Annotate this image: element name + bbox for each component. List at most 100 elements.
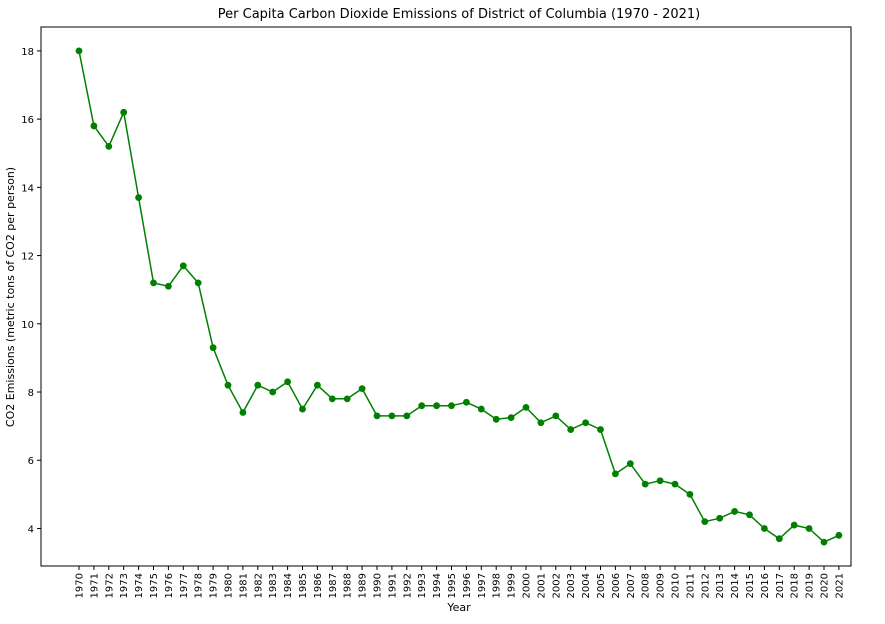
x-tick-label: 1980 [224,573,235,598]
x-tick-label: 2012 [700,573,711,598]
data-point [165,282,172,290]
x-tick-label: 1977 [179,573,190,598]
x-tick-label: 1979 [209,573,220,598]
data-point [179,262,187,270]
x-tick-label: 2011 [685,573,696,598]
x-tick-label: 2006 [611,573,622,598]
x-tick-label: 1972 [104,573,115,598]
x-tick-label: 1982 [253,573,264,598]
x-tick-label: 1976 [164,573,175,598]
x-tick-label: 1999 [507,573,518,598]
y-tick-label: 14 [21,183,34,194]
data-point [284,378,291,386]
x-tick-label: 2008 [641,573,652,598]
x-tick-label: 2020 [820,573,831,598]
y-tick-label: 10 [21,320,34,331]
x-tick-label: 2017 [775,573,786,598]
data-point [775,535,783,543]
y-axis-label: CO2 Emissions (metric tons of CO2 per pe… [4,167,17,427]
series-line [78,50,840,543]
y-tick-label: 6 [28,456,34,467]
x-tick-label: 1978 [194,573,205,598]
x-tick-label: 1986 [313,573,324,598]
x-tick-label: 2007 [626,573,637,598]
x-tick-label: 2010 [671,573,682,598]
data-point [343,395,351,403]
x-tick-label: 1984 [283,573,294,598]
x-tick-label: 1994 [432,573,443,598]
data-point [418,402,426,410]
data-point [105,142,113,150]
x-tick-label: 1991 [387,573,398,598]
x-tick-label: 2021 [834,573,845,598]
x-tick-label: 1985 [298,573,309,598]
x-tick-label: 1997 [477,573,488,598]
data-point [582,419,589,427]
x-tick-label: 2001 [536,573,547,598]
data-point [641,480,649,488]
x-tick-label: 2016 [760,573,771,598]
data-point [314,381,321,389]
data-point [716,514,724,522]
data-point [358,385,366,393]
x-tick-label: 1990 [373,573,384,598]
data-point [477,405,485,413]
data-point [537,419,545,427]
data-point [492,415,500,423]
data-point [567,426,575,433]
chart-title: Per Capita Carbon Dioxide Emissions of D… [218,7,700,22]
data-point [209,344,217,352]
x-axis-label: Year [446,601,471,614]
data-point [90,122,98,130]
x-tick-label: 1971 [89,573,100,598]
data-point [507,414,515,422]
data-point [269,388,277,396]
x-axis: 1970 1971 1972 1973 1974 1975 1976 1977 1978 1979… [75,566,845,598]
y-tick-label: 16 [21,115,34,126]
data-point [656,477,664,485]
data-point [731,508,738,515]
x-tick-label: 1987 [328,573,339,598]
x-tick-label: 2003 [566,573,577,598]
y-axis: 4 6 8 10 12 14 16 18 [21,47,41,535]
data-point [239,409,247,416]
x-tick-label: 1998 [492,573,503,598]
data-point [403,412,411,420]
x-tick-label: 2004 [581,573,592,598]
x-tick-label: 1981 [238,573,249,598]
y-tick-label: 12 [21,252,34,263]
x-tick-label: 1995 [447,573,458,598]
series-line-co2 [75,47,843,546]
data-point [448,402,455,410]
x-tick-label: 2002 [551,573,562,598]
x-tick-label: 2019 [805,573,816,598]
data-point [612,470,619,478]
data-point [328,395,336,403]
data-point [299,405,306,413]
data-point [552,412,560,420]
x-tick-label: 2005 [596,573,607,598]
y-tick-label: 4 [28,524,34,535]
y-tick-label: 18 [21,47,34,58]
y-tick-label: 8 [28,388,34,399]
x-tick-label: 1973 [119,573,130,598]
x-tick-label: 2000 [522,573,533,598]
x-tick-label: 1996 [462,573,473,598]
x-tick-label: 1975 [149,573,160,598]
data-point [686,490,694,498]
data-point [701,518,709,526]
data-point [790,521,798,529]
data-point [254,381,262,389]
data-point [120,108,128,116]
data-point [597,426,604,433]
data-point [224,381,232,389]
x-tick-label: 2018 [790,573,801,598]
data-point [433,402,440,410]
data-point [75,47,83,55]
x-tick-label: 2015 [745,573,756,598]
x-tick-label: 1983 [268,573,279,598]
x-tick-label: 1970 [75,573,86,598]
data-point [820,538,828,546]
